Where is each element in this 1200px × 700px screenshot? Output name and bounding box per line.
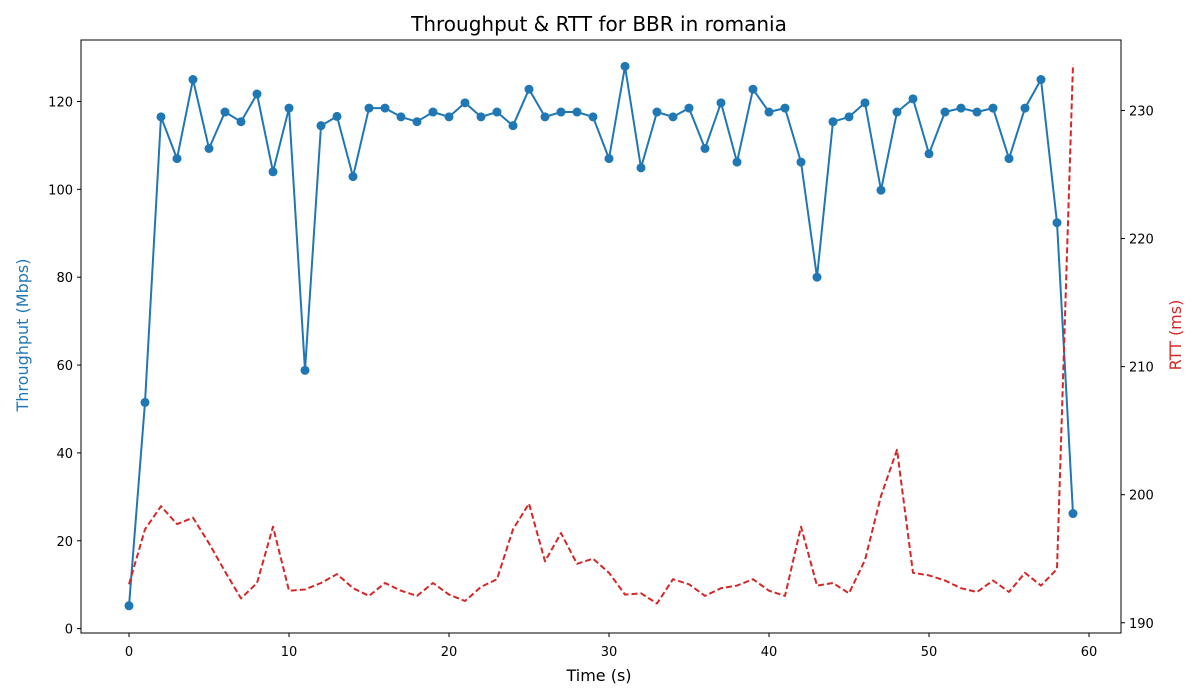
y-right-tick-label: 230: [1129, 104, 1154, 119]
throughput-point: [924, 149, 934, 159]
y-left-tick-label: 0: [65, 623, 73, 638]
x-tick-label: 20: [441, 645, 458, 660]
throughput-line: [128, 65, 1074, 606]
throughput-point: [428, 107, 438, 117]
y-axis-right-label: RTT (ms): [1166, 300, 1185, 371]
throughput-point: [1036, 75, 1046, 85]
throughput-point: [668, 112, 678, 122]
throughput-point: [780, 103, 790, 113]
throughput-point: [332, 111, 342, 121]
y-left-tick-label: 120: [48, 95, 73, 110]
y-left-tick-label: 60: [56, 359, 73, 374]
throughput-point: [300, 365, 310, 375]
throughput-point: [812, 272, 822, 282]
throughput-point: [204, 143, 214, 153]
throughput-point: [572, 107, 582, 117]
throughput-point: [652, 107, 662, 117]
throughput-point: [412, 117, 422, 127]
throughput-point: [604, 154, 614, 164]
x-tick-label: 10: [281, 645, 298, 660]
throughput-point: [732, 157, 742, 167]
throughput-point: [476, 112, 486, 122]
throughput-point: [764, 107, 774, 117]
y-left-tick-label: 40: [56, 447, 73, 462]
throughput-point: [492, 107, 502, 117]
throughput-point: [876, 185, 886, 195]
throughput-point: [156, 112, 166, 122]
throughput-point: [364, 103, 374, 113]
x-tick-label: 50: [921, 645, 938, 660]
throughput-point: [252, 89, 262, 99]
throughput-point: [188, 75, 198, 85]
throughput-point: [172, 154, 182, 164]
chart-title: Throughput & RTT for BBR in romania: [410, 12, 787, 36]
x-tick-label: 60: [1081, 645, 1098, 660]
x-tick-label: 30: [601, 645, 618, 660]
throughput-point: [972, 107, 982, 117]
throughput-point: [524, 84, 534, 94]
throughput-point: [844, 112, 854, 122]
throughput-point: [620, 61, 630, 71]
y-right-tick-label: 190: [1129, 617, 1154, 632]
throughput-point: [892, 107, 902, 117]
plot-area: [124, 61, 1078, 611]
throughput-point: [988, 103, 998, 113]
throughput-point: [636, 163, 646, 173]
throughput-point: [460, 98, 470, 108]
throughput-point: [700, 143, 710, 153]
throughput-point: [956, 103, 966, 113]
y-left-tick-label: 20: [56, 535, 73, 550]
throughput-point: [940, 107, 950, 117]
y-right-tick-label: 210: [1129, 361, 1154, 376]
throughput-point: [684, 103, 694, 113]
throughput-point: [380, 103, 390, 113]
throughput-point: [268, 167, 278, 177]
throughput-point: [748, 84, 758, 94]
rtt-line: [128, 64, 1074, 605]
throughput-point: [316, 121, 326, 131]
x-tick-label: 0: [125, 645, 133, 660]
throughput-point: [588, 112, 598, 122]
throughput-point: [220, 107, 230, 117]
throughput-point: [908, 94, 918, 104]
y-right-tick-label: 200: [1129, 489, 1154, 504]
y-left-tick-label: 80: [56, 271, 73, 286]
throughput-point: [508, 121, 518, 131]
throughput-point: [860, 98, 870, 108]
throughput-point: [1004, 154, 1014, 164]
throughput-point: [796, 157, 806, 167]
throughput-point: [828, 117, 838, 127]
x-tick-label: 40: [761, 645, 778, 660]
y-right-tick-label: 220: [1129, 233, 1154, 248]
throughput-point: [1068, 509, 1078, 519]
throughput-point: [396, 112, 406, 122]
y-left-tick-label: 100: [48, 183, 73, 198]
throughput-point: [540, 112, 550, 122]
throughput-point: [444, 112, 454, 122]
throughput-point: [1020, 103, 1030, 113]
y-axis-left-label: Throughput (Mbps): [13, 259, 32, 413]
x-axis-label: Time (s): [565, 666, 631, 685]
throughput-point: [1052, 218, 1062, 228]
throughput-point: [716, 98, 726, 108]
throughput-point: [284, 103, 294, 113]
throughput-point: [236, 117, 246, 127]
plot-frame: [80, 39, 1122, 634]
throughput-point: [348, 172, 358, 182]
throughput-point: [556, 107, 566, 117]
throughput-point: [124, 601, 134, 611]
throughput-point: [140, 397, 150, 407]
